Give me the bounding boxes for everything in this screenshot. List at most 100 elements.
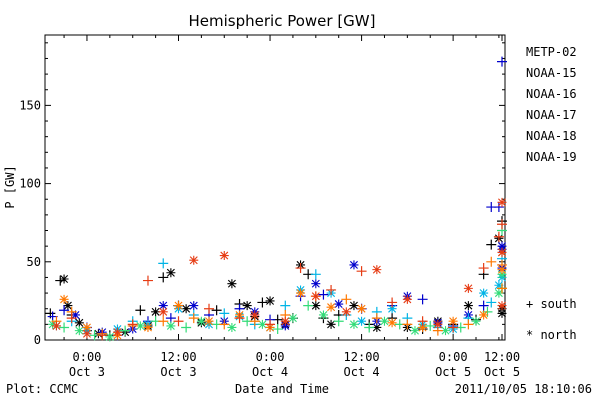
noaa-19-north-point	[372, 265, 382, 275]
noaa-19-north-point	[112, 327, 122, 337]
noaa-17-north-point	[196, 316, 206, 326]
noaa-15-south-point	[493, 202, 504, 213]
noaa-19-south-point	[478, 263, 489, 274]
noaa-18-north-point	[204, 316, 214, 326]
noaa-17-north-point	[318, 310, 328, 320]
noaa-15-north-point	[334, 299, 344, 309]
noaa-18-north-point	[82, 322, 92, 332]
noaa-19-north-point	[497, 247, 507, 257]
noaa-19-north-point	[51, 321, 61, 331]
metp-02-south-point	[257, 297, 268, 308]
noaa-17-north-point	[135, 321, 145, 331]
noaa-19-south-point	[295, 263, 306, 274]
noaa-19-north-point	[497, 197, 507, 207]
noaa-18-south-point	[188, 313, 199, 324]
noaa-15-south-point	[497, 56, 507, 67]
legend-noaa-19: NOAA-19	[526, 150, 577, 164]
noaa-15-north-point	[280, 321, 290, 331]
noaa-18-north-point	[479, 310, 489, 320]
noaa-16-north-point	[494, 280, 504, 290]
x-tick-time-label: 0:00	[73, 350, 102, 364]
noaa-15-south-point	[417, 294, 428, 305]
x-tick-time-label: 12:00	[484, 350, 520, 364]
metp-02-north-point	[63, 301, 73, 311]
noaa-17-north-point	[494, 288, 504, 298]
metp-02-north-point	[242, 301, 252, 311]
legend-noaa-17: NOAA-17	[526, 108, 577, 122]
x-tick-time-label: 0:00	[439, 350, 468, 364]
noaa-19-south-point	[97, 330, 108, 341]
noaa-19-north-point	[311, 291, 321, 301]
noaa-19-south-point	[234, 313, 245, 324]
noaa-17-north-point	[166, 321, 176, 331]
x-axis-label: Date and Time	[235, 382, 329, 396]
noaa-19-south-point	[66, 313, 77, 324]
noaa-17-north-point	[48, 319, 58, 329]
noaa-19-north-point	[82, 329, 92, 339]
metp-02-north-point	[166, 268, 176, 278]
x-tick-date-label: Oct 5	[435, 365, 471, 379]
y-tick-label: 150	[19, 98, 41, 112]
noaa-19-north-point	[402, 294, 412, 304]
legend-noaa-16: NOAA-16	[526, 87, 577, 101]
plot-credit: Plot: CCMC	[6, 382, 78, 396]
noaa-15-south-point	[478, 300, 489, 311]
noaa-16-south-point	[219, 308, 230, 319]
marker-legend-north: * north	[526, 328, 577, 342]
noaa-19-south-point	[265, 319, 276, 330]
noaa-18-south-point	[486, 256, 497, 267]
legend-metp-02: METP-02	[526, 45, 577, 59]
x-tick-date-label: Oct 3	[69, 365, 105, 379]
noaa-19-south-point	[173, 316, 184, 327]
noaa-16-south-point	[310, 269, 321, 280]
noaa-18-south-point	[497, 259, 507, 270]
noaa-16-south-point	[486, 297, 497, 308]
y-tick-label: 100	[19, 177, 41, 191]
noaa-17-north-point	[105, 332, 115, 342]
metp-02-south-point	[158, 272, 169, 283]
noaa-15-north-point	[497, 241, 507, 251]
metp-02-north-point	[227, 279, 237, 289]
metp-02-north-point	[311, 301, 321, 311]
noaa-19-north-point	[219, 251, 229, 261]
y-axis-label: P [GW]	[3, 165, 17, 208]
noaa-17-north-point	[497, 269, 507, 279]
noaa-18-north-point	[59, 294, 69, 304]
noaa-19-north-point	[158, 307, 168, 317]
noaa-19-south-point	[448, 322, 459, 333]
data-points	[45, 56, 507, 342]
noaa-17-north-point	[257, 319, 267, 329]
x-tick-date-label: Oct 4	[252, 365, 288, 379]
noaa-19-south-point	[127, 319, 138, 330]
noaa-18-north-point	[143, 322, 153, 332]
noaa-18-north-point	[387, 318, 397, 328]
legend-noaa-18: NOAA-18	[526, 129, 577, 143]
noaa-17-south-point	[181, 322, 192, 333]
metp-02-north-point	[181, 304, 191, 314]
noaa-17-south-point	[425, 320, 436, 331]
noaa-16-south-point	[158, 258, 169, 269]
metp-02-north-point	[497, 308, 507, 318]
noaa-18-north-point	[296, 288, 306, 298]
noaa-18-south-point	[219, 319, 230, 330]
noaa-15-south-point	[318, 289, 329, 300]
x-tick-date-label: Oct 4	[344, 365, 380, 379]
noaa-19-south-point	[417, 316, 428, 327]
noaa-19-south-point	[356, 266, 367, 277]
noaa-19-north-point	[250, 310, 260, 320]
noaa-18-north-point	[357, 304, 367, 314]
plot-timestamp: 2011/10/05 18:10:06	[455, 382, 592, 396]
x-tick-date-label: Oct 3	[160, 365, 196, 379]
noaa-19-north-point	[341, 307, 351, 317]
noaa-15-north-point	[158, 301, 168, 311]
noaa-19-north-point	[497, 301, 507, 311]
noaa-19-south-point	[497, 219, 507, 230]
noaa-19-south-point	[493, 231, 504, 242]
noaa-17-north-point	[288, 313, 298, 323]
noaa-18-south-point	[463, 319, 474, 330]
legend-noaa-15: NOAA-15	[526, 66, 577, 80]
noaa-19-south-point	[204, 303, 215, 314]
metp-02-south-point	[211, 305, 222, 316]
chart-title: Hemispheric Power [GW]	[189, 12, 376, 30]
